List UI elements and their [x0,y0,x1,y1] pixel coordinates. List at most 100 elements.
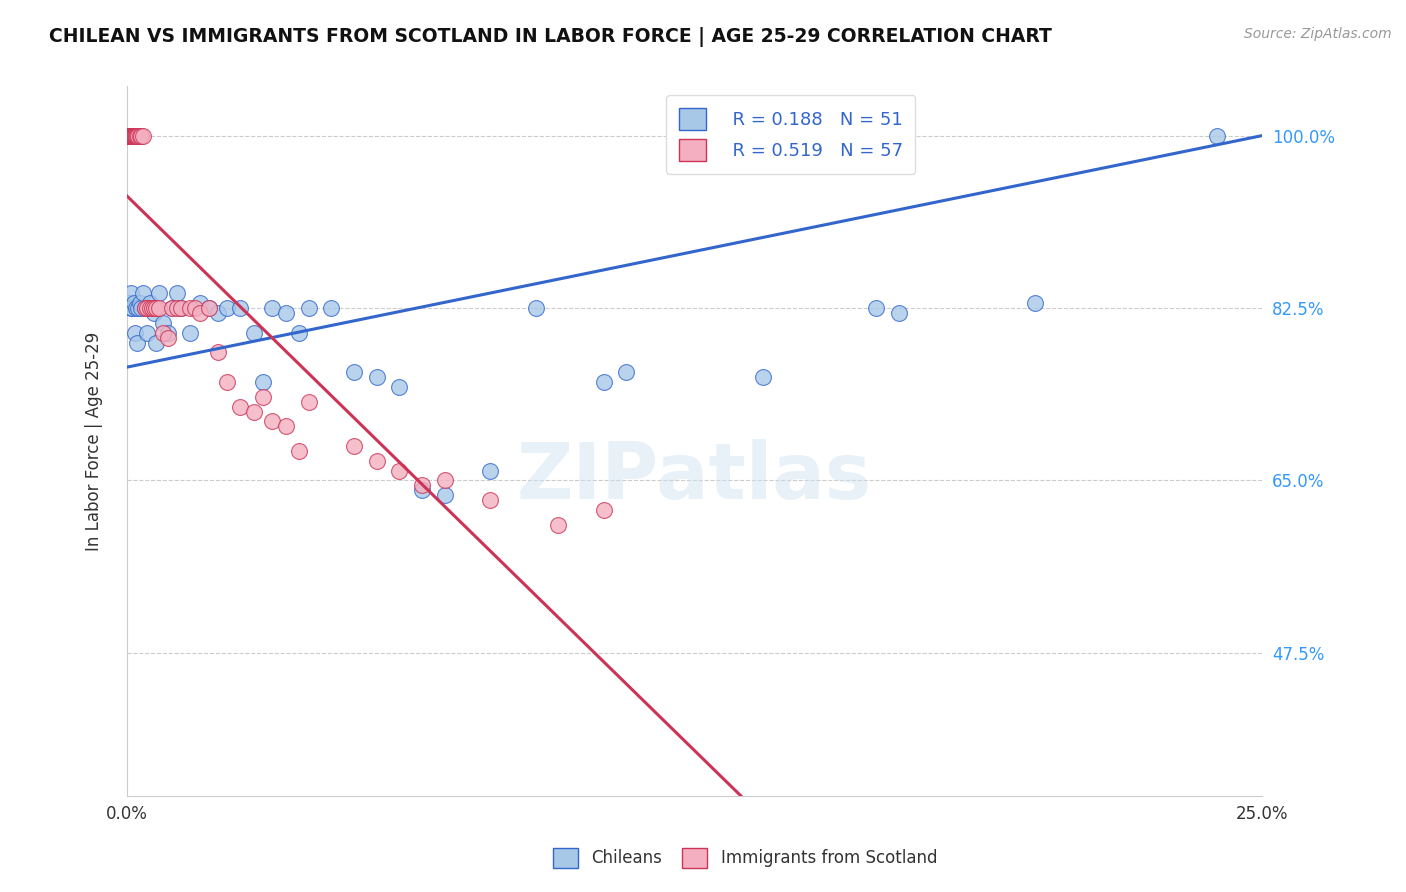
Point [179,301,201,315]
Point [132,128,155,143]
Point [592,503,614,517]
Point [124,128,146,143]
Text: Source: ZipAtlas.com: Source: ZipAtlas.com [1244,27,1392,41]
Text: CHILEAN VS IMMIGRANTS FROM SCOTLAND IN LABOR FORCE | AGE 25-29 CORRELATION CHART: CHILEAN VS IMMIGRANTS FROM SCOTLAND IN L… [49,27,1052,46]
Point [127,301,149,315]
Point [262,301,284,315]
Point [120,128,142,143]
Point [592,375,614,389]
Point [433,474,456,488]
Point [411,483,433,498]
Point [120,301,142,315]
Point [122,128,145,143]
Point [120,128,142,143]
Point [148,301,170,315]
Point [274,419,297,434]
Point [215,375,238,389]
Point [129,301,152,315]
Point [184,301,207,315]
Point [865,301,887,315]
Point [121,301,143,315]
Point [524,301,547,315]
Point [188,306,211,320]
Point [118,128,141,143]
Point [215,301,238,315]
Point [121,128,143,143]
Legend:   R = 0.188   N = 51,   R = 0.519   N = 57: R = 0.188 N = 51, R = 0.519 N = 57 [666,95,915,174]
Point [343,365,366,379]
Point [120,286,142,301]
Point [124,128,146,143]
Point [141,301,163,315]
Point [118,128,141,143]
Legend: Chileans, Immigrants from Scotland: Chileans, Immigrants from Scotland [547,841,943,875]
Point [166,301,188,315]
Point [125,128,148,143]
Point [141,301,163,315]
Point [179,326,201,340]
Point [121,128,143,143]
Point [120,128,142,143]
Point [152,326,174,340]
Point [156,326,179,340]
Point [125,128,148,143]
Point [152,316,174,330]
Point [388,464,411,478]
Point [122,296,145,310]
Point [1205,128,1227,143]
Text: ZIPatlas: ZIPatlas [517,439,872,515]
Point [366,454,388,468]
Point [128,128,150,143]
Point [229,301,252,315]
Point [207,306,229,320]
Point [127,128,149,143]
Point [1024,296,1046,310]
Point [166,286,188,301]
Point [252,390,274,404]
Point [207,345,229,359]
Y-axis label: In Labor Force | Age 25-29: In Labor Force | Age 25-29 [86,332,103,550]
Point [887,306,910,320]
Point [120,128,142,143]
Point [118,296,141,310]
Point [411,478,433,492]
Point [118,128,141,143]
Point [128,296,150,310]
Point [120,128,142,143]
Point [243,326,266,340]
Point [138,296,160,310]
Point [143,306,166,320]
Point [388,380,411,394]
Point [366,370,388,384]
Point [156,330,179,344]
Point [124,326,146,340]
Point [170,301,193,315]
Point [229,400,252,414]
Point [479,464,502,478]
Point [125,301,148,315]
Point [145,301,167,315]
Point [288,326,311,340]
Point [132,286,155,301]
Point [145,335,167,350]
Point [243,404,266,418]
Point [136,326,159,340]
Point [262,414,284,428]
Point [433,488,456,502]
Point [297,301,319,315]
Point [162,301,184,315]
Point [252,375,274,389]
Point [143,301,166,315]
Point [125,128,148,143]
Point [751,370,773,384]
Point [274,306,297,320]
Point [321,301,343,315]
Point [162,301,184,315]
Point [197,301,219,315]
Point [479,493,502,508]
Point [188,296,211,310]
Point [288,444,311,458]
Point [138,301,160,315]
Point [121,128,143,143]
Point [148,286,170,301]
